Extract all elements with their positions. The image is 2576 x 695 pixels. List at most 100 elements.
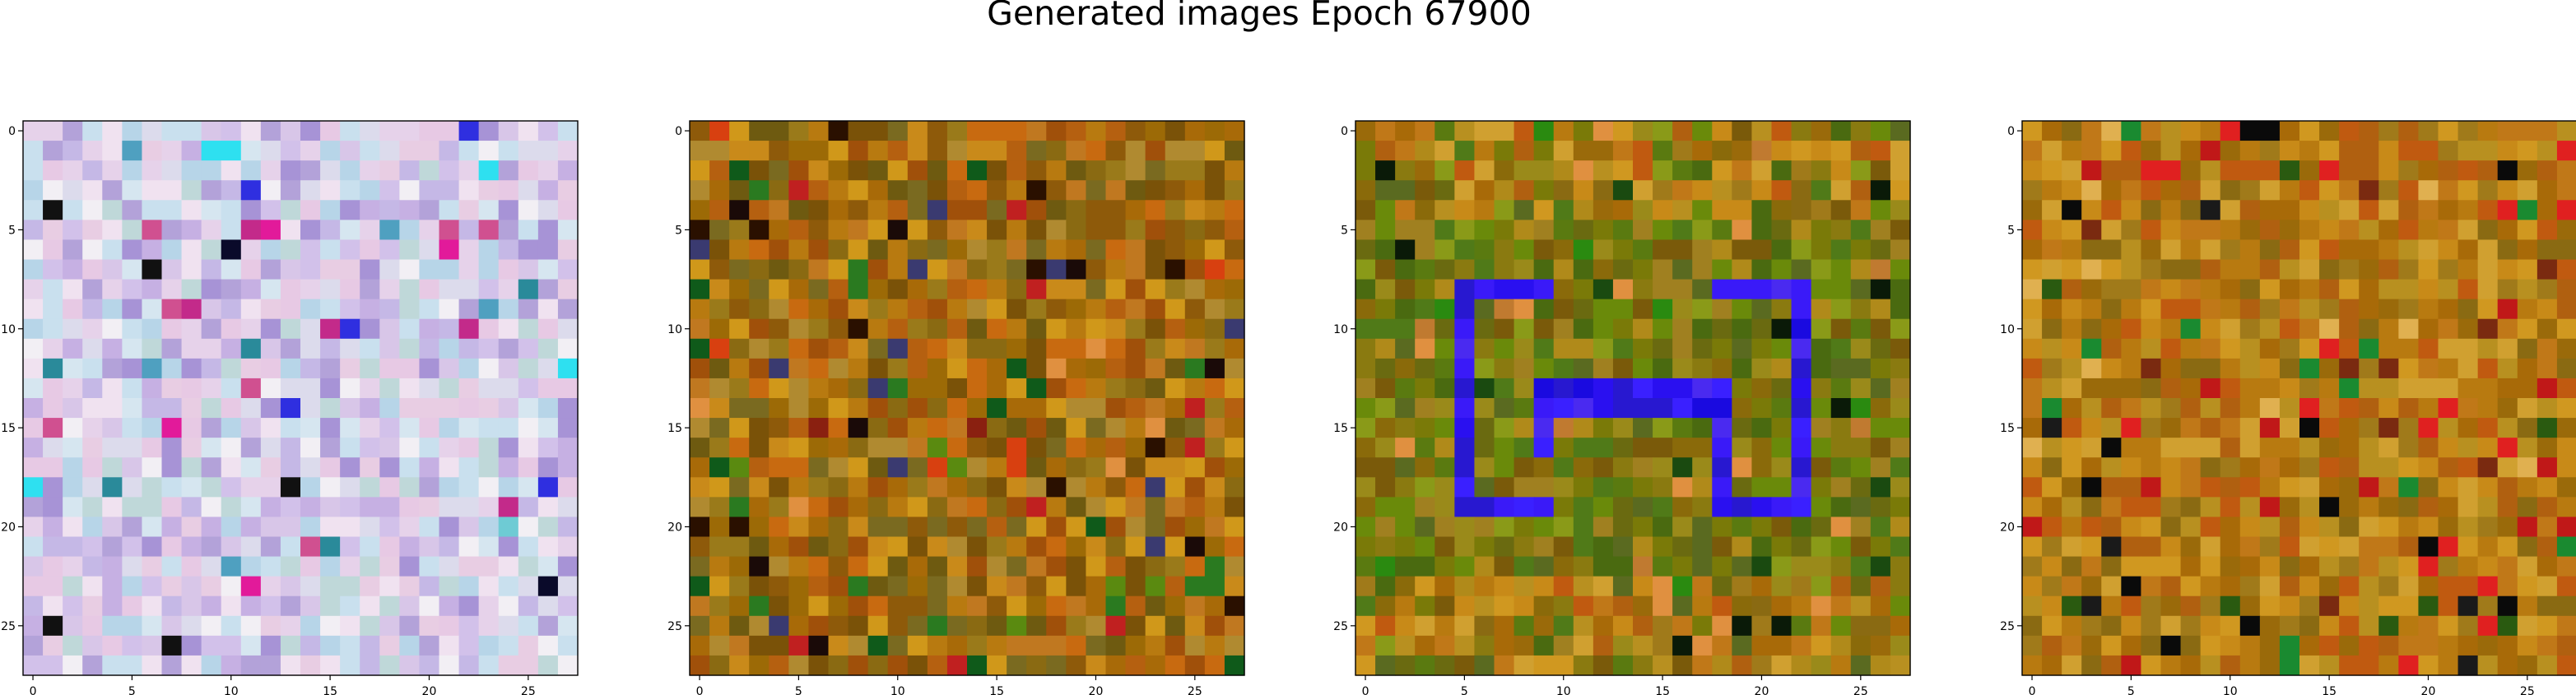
pixel-cell (2477, 438, 2499, 458)
pixel-cell (1204, 378, 1225, 399)
pixel-cell (2378, 576, 2399, 597)
pixel-cell (1732, 259, 1753, 280)
x-tick-label: 15 (323, 685, 337, 695)
pixel-cell (458, 517, 480, 538)
pixel-cell (1830, 576, 1852, 597)
pixel-cell (946, 477, 968, 498)
pixel-cell (340, 517, 360, 538)
pixel-cell (1086, 239, 1107, 261)
pixel-cell (280, 497, 301, 518)
pixel-cell (2279, 200, 2300, 220)
pixel-cell (2497, 556, 2518, 577)
pixel-cell (1732, 556, 1753, 577)
pixel-cell (987, 318, 1007, 340)
pixel-cell (1415, 398, 1435, 419)
pixel-cell (2022, 220, 2043, 241)
pixel-cell (1633, 457, 1653, 478)
pixel-cell (1125, 536, 1146, 558)
pixel-cell (2239, 536, 2261, 558)
pixel-cell (1145, 398, 1166, 419)
pixel-cell (1145, 279, 1166, 300)
pixel-cell (887, 220, 909, 241)
pixel-cell (1712, 556, 1732, 577)
pixel-cell (1105, 378, 1127, 399)
pixel-cell (1692, 517, 1713, 538)
pixel-cell (769, 595, 789, 617)
pixel-cell (360, 121, 380, 141)
pixel-cell (1553, 239, 1574, 261)
pixel-cell (300, 517, 321, 538)
pixel-cell (967, 318, 988, 340)
pixel-cell (63, 121, 83, 141)
pixel-cell (1415, 180, 1435, 201)
pixel-cell (82, 259, 103, 280)
pixel-cell (946, 180, 968, 201)
pixel-cell (537, 635, 559, 656)
pixel-cell (1653, 160, 1673, 181)
pixel-cell (1434, 279, 1455, 300)
pixel-cell (1593, 299, 1614, 320)
pixel-cell (518, 279, 539, 300)
pixel-cell (749, 378, 770, 399)
pixel-cell (1732, 655, 1753, 676)
pixel-cell (419, 595, 440, 617)
pixel-cell (1046, 576, 1067, 597)
pixel-cell (788, 418, 810, 438)
pixel-cell (1145, 635, 1166, 656)
pixel-cell (1434, 497, 1455, 518)
pixel-cell (2101, 497, 2122, 518)
pixel-cell (2081, 477, 2102, 498)
pixel-cell (729, 576, 750, 597)
pixel-cell (2517, 378, 2538, 399)
pixel-cell (690, 121, 710, 141)
pixel-cell (1026, 635, 1047, 656)
pixel-cell (848, 438, 869, 458)
pixel-cell (1811, 595, 1832, 617)
pixel-cell (1125, 556, 1146, 577)
pixel-cell (2359, 457, 2379, 478)
pixel-cell (518, 299, 539, 320)
pixel-cell (1395, 259, 1416, 280)
pixel-cell (2160, 497, 2182, 518)
pixel-cell (2121, 477, 2142, 498)
pixel-cell (379, 121, 400, 141)
pixel-cell (2457, 576, 2479, 597)
pixel-cell (1395, 556, 1416, 577)
pixel-cell (1204, 418, 1225, 438)
x-tick-label: 0 (696, 685, 704, 695)
pixel-cell (2160, 418, 2182, 438)
pixel-cell (82, 635, 103, 656)
pixel-cell (2141, 358, 2162, 379)
pixel-cell (2200, 318, 2221, 340)
pixel-cell (1732, 141, 1753, 161)
pixel-cell (1870, 576, 1891, 597)
pixel-cell (2101, 418, 2122, 438)
pixel-cell (788, 457, 810, 478)
pixel-cell (1125, 299, 1146, 320)
pixel-cell (907, 438, 928, 458)
pixel-cell (2081, 378, 2102, 399)
pixel-cell (2022, 536, 2043, 558)
pixel-cell (1732, 160, 1753, 181)
pixel-cell (1125, 438, 1146, 458)
pixel-cell (946, 338, 968, 359)
pixel-cell (320, 220, 341, 241)
pixel-cell (1870, 239, 1891, 261)
pixel-cell (518, 180, 539, 201)
pixel-cell (2081, 279, 2102, 300)
pixel-cell (1573, 398, 1594, 419)
pixel-cell (1415, 259, 1435, 280)
pixel-cell (2200, 239, 2221, 261)
pixel-cell (927, 259, 948, 280)
pixel-cell (340, 457, 360, 478)
pixel-cell (1692, 536, 1713, 558)
pixel-cell (887, 338, 909, 359)
pixel-cell (280, 259, 301, 280)
pixel-cell (1771, 556, 1793, 577)
pixel-cell (399, 180, 421, 201)
pixel-cell (1514, 576, 1535, 597)
pixel-cell (1454, 279, 1476, 300)
pixel-cell (43, 655, 63, 676)
pixel-cell (2200, 635, 2221, 656)
pixel-cell (1751, 635, 1773, 656)
